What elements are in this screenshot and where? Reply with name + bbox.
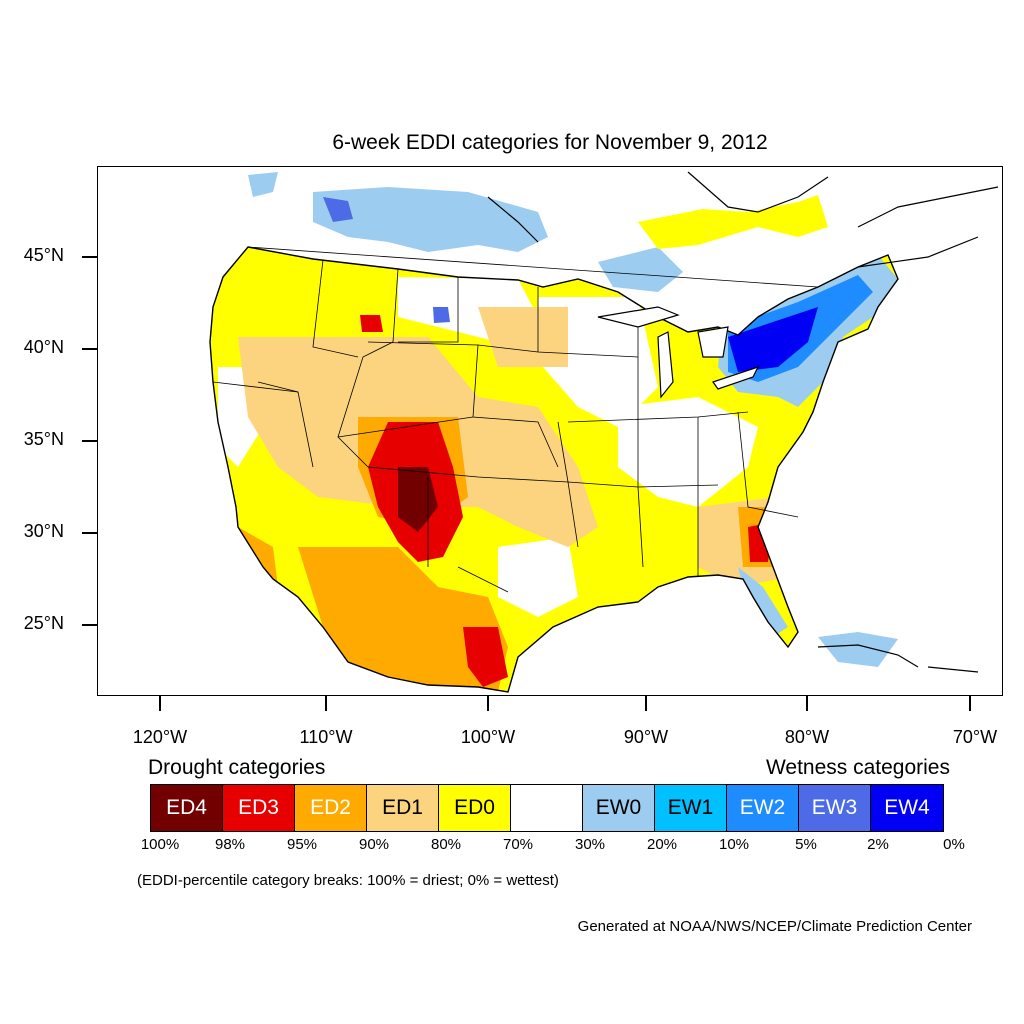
- legend-box-ed1: ED1: [367, 785, 439, 831]
- wetness-patch: [818, 632, 898, 667]
- percentile-label: 100%: [140, 836, 180, 853]
- cuba-coastline: [817, 644, 919, 668]
- eddi-map: [209, 171, 999, 693]
- wetness-patch: [323, 197, 353, 222]
- legend-box-ew4: EW4: [871, 785, 943, 831]
- lon-label: 70°W: [952, 727, 998, 747]
- caribbean-coastline: [927, 666, 979, 673]
- percentile-label: 70%: [502, 836, 534, 853]
- legend-color-bar: ED4 ED3 ED2 ED1 ED0 EW0 EW1 EW2 EW3 EW4: [150, 784, 944, 832]
- lake-superior: [597, 306, 680, 328]
- ed3-region: [463, 627, 508, 687]
- wetness-categories-heading: Wetness categories: [765, 756, 950, 779]
- lon-label: 80°W: [784, 727, 830, 747]
- wetness-patch: [313, 187, 548, 252]
- lon-tick: [806, 696, 808, 711]
- drought-categories-heading: Drought categories: [148, 756, 326, 779]
- map-frame: [97, 166, 1003, 696]
- legend-box-ew3: EW3: [799, 785, 871, 831]
- lat-tick: [82, 440, 97, 442]
- lat-tick: [82, 624, 97, 626]
- category-breaks-note: (EDDI-percentile category breaks: 100% =…: [137, 872, 559, 889]
- percentile-label: 2%: [867, 836, 889, 853]
- legend-box-ed2: ED2: [295, 785, 367, 831]
- legend-box-ed3: ED3: [223, 785, 295, 831]
- credit-line: Generated at NOAA/NWS/NCEP/Climate Predi…: [577, 918, 972, 935]
- legend-box-ed4: ED4: [151, 785, 223, 831]
- lon-label: 90°W: [623, 727, 669, 747]
- ew0-region: [738, 567, 788, 637]
- ew3-region: [433, 307, 450, 323]
- canada-coastline: [857, 186, 999, 228]
- percentile-label: 10%: [718, 836, 750, 853]
- lon-label: 110°W: [299, 727, 353, 747]
- legend-box-ed0: ED0: [439, 785, 511, 831]
- percentile-label: 90%: [358, 836, 390, 853]
- ed2-region: [298, 547, 508, 692]
- lat-tick: [82, 532, 97, 534]
- lat-tick: [82, 256, 97, 258]
- ew4-region: [728, 307, 818, 372]
- percentile-label: 5%: [795, 836, 817, 853]
- lon-label: 100°W: [460, 727, 516, 747]
- lake-erie: [712, 365, 760, 390]
- legend-box-neutral: [511, 785, 583, 831]
- percentile-label: 80%: [430, 836, 462, 853]
- lat-label: 40°N: [23, 337, 64, 357]
- percentile-label: 30%: [574, 836, 606, 853]
- percentile-label: 98%: [214, 836, 246, 853]
- lon-tick: [325, 696, 327, 711]
- wetness-patch: [248, 172, 278, 197]
- legend-box-ew2: EW2: [727, 785, 799, 831]
- ed0-patch: [638, 195, 828, 249]
- lat-label: 30°N: [23, 521, 64, 541]
- percentile-label: 20%: [646, 836, 678, 853]
- canada-coastline: [857, 236, 979, 268]
- lat-tick: [82, 348, 97, 350]
- lake-huron: [697, 326, 729, 358]
- ed3-region: [360, 315, 383, 332]
- lon-tick: [645, 696, 647, 711]
- lat-label: 25°N: [23, 613, 64, 633]
- neutral-region: [498, 537, 578, 617]
- legend-box-ew0: EW0: [583, 785, 655, 831]
- percentile-label: 0%: [943, 836, 965, 853]
- state-boundaries: [212, 246, 819, 593]
- percentile-label: 95%: [286, 836, 318, 853]
- canada-coastline: [487, 196, 539, 243]
- lon-tick: [487, 696, 489, 711]
- canada-coastline: [687, 171, 829, 213]
- wetness-patch: [598, 247, 683, 292]
- lat-label: 35°N: [23, 429, 64, 449]
- lat-label: 45°N: [23, 245, 64, 265]
- lon-label: 120°W: [132, 727, 188, 747]
- us-outline: [209, 246, 899, 693]
- lon-tick: [159, 696, 161, 711]
- lake-michigan: [657, 331, 674, 399]
- map-title: 6-week EDDI categories for November 9, 2…: [332, 131, 768, 154]
- legend-box-ew1: EW1: [655, 785, 727, 831]
- neutral-region: [618, 397, 758, 507]
- lon-tick: [969, 696, 971, 711]
